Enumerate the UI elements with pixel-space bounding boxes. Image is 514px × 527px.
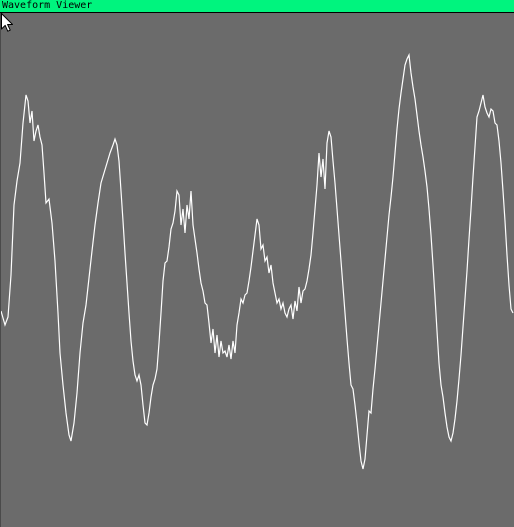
title-bar[interactable]: Waveform Viewer	[0, 0, 514, 13]
mouse-pointer-icon	[1, 13, 13, 32]
window-title: Waveform Viewer	[2, 0, 93, 11]
waveform-canvas	[1, 52, 514, 470]
waveform-plot-area[interactable]	[0, 13, 514, 527]
waveform-trace	[1, 52, 514, 470]
